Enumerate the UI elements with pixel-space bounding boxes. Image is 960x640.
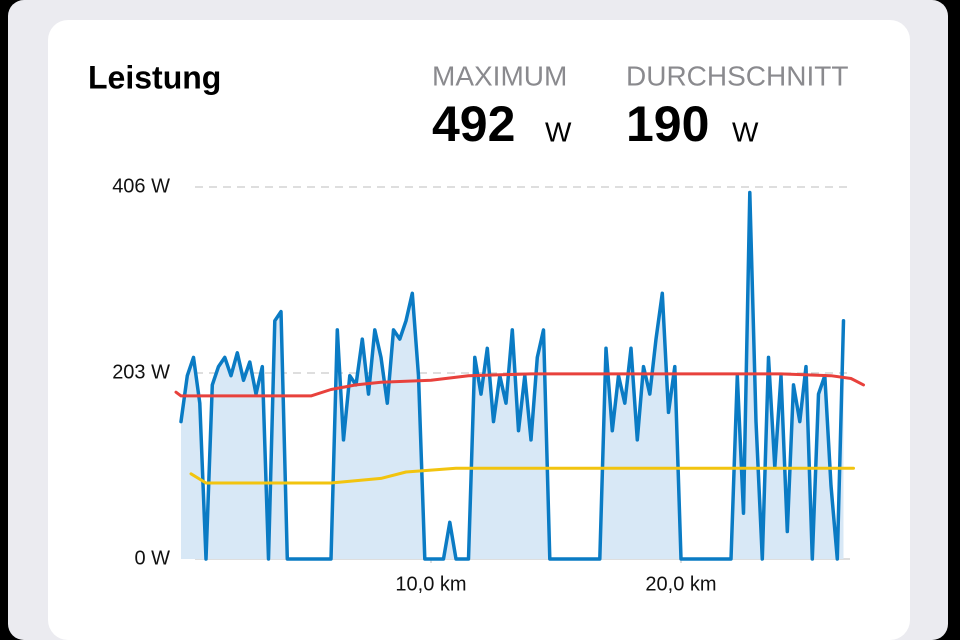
y-tick-label: 203 W (112, 361, 170, 383)
stat-value: 190 (626, 96, 709, 152)
x-tick-label: 10,0 km (395, 573, 466, 595)
y-tick-label: 406 W (112, 175, 170, 197)
x-tick-label: 20,0 km (645, 573, 716, 595)
chart: Leistung MAXIMUM DURCHSCHNITT 492 W 190 … (88, 59, 865, 595)
stat-unit: W (732, 116, 759, 147)
stat-label: DURCHSCHNITT (626, 60, 848, 91)
title: Leistung (88, 59, 221, 95)
y-tick-label: 0 W (134, 547, 170, 569)
line (179, 190, 846, 561)
stat-label: MAXIMUM (432, 60, 567, 91)
page: Leistung MAXIMUM DURCHSCHNITT 492 W 190 … (8, 0, 948, 640)
line (174, 372, 865, 398)
stat-unit: W (545, 116, 572, 147)
line (189, 466, 855, 485)
stat-value: 492 (432, 96, 515, 152)
